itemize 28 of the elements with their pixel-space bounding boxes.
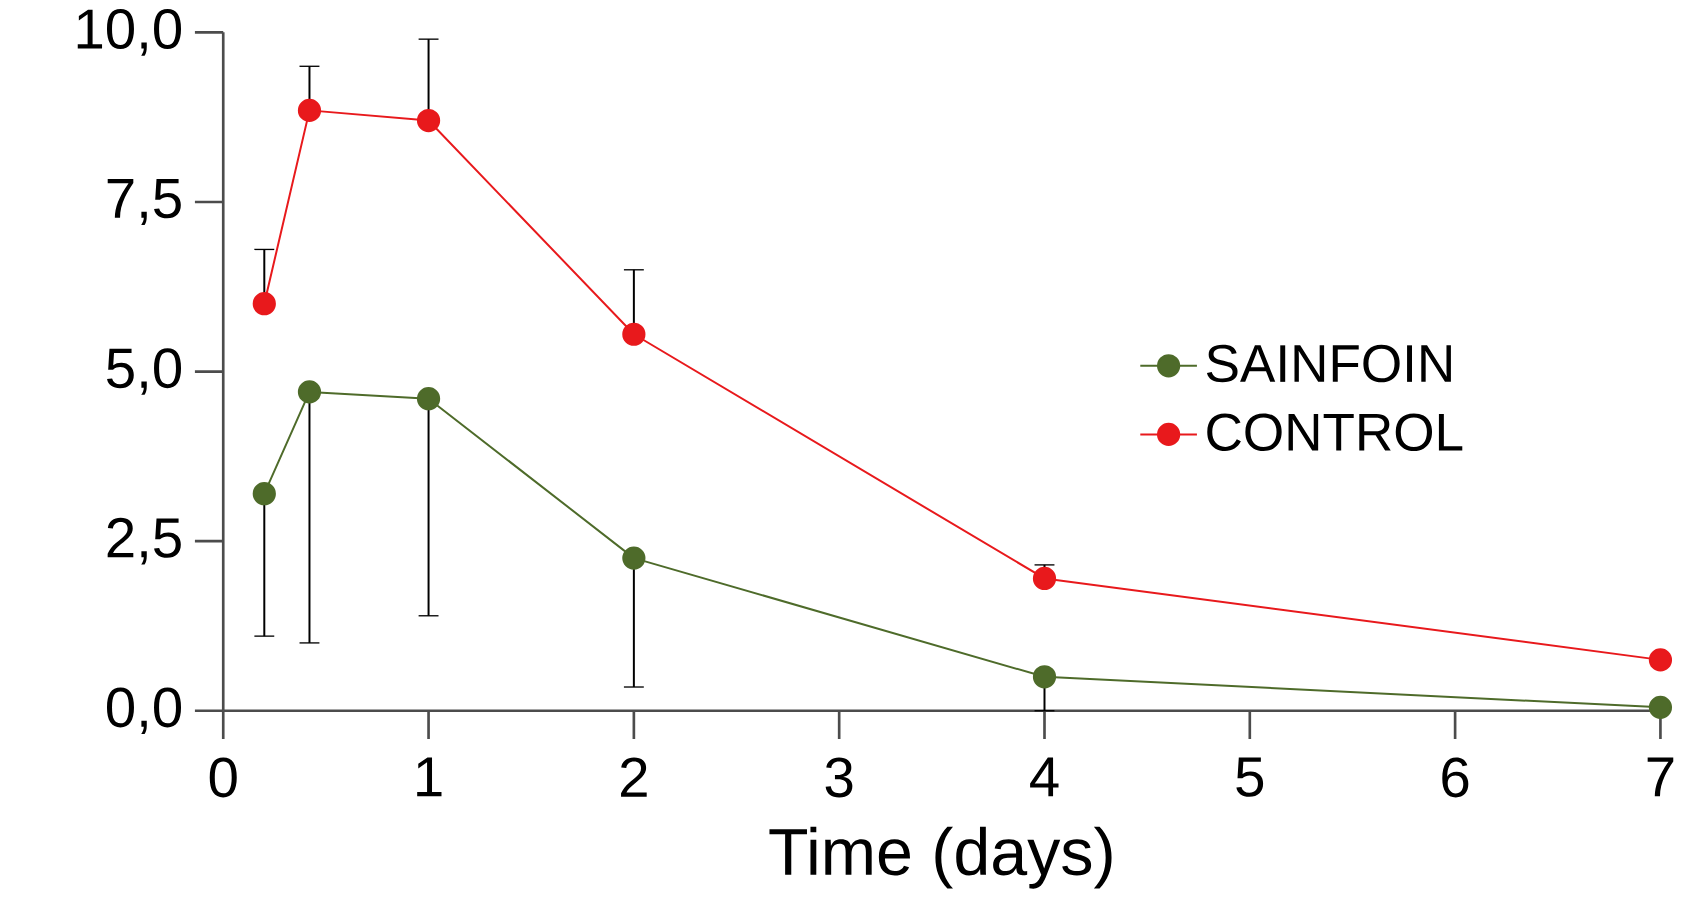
point [622, 322, 646, 346]
y-tick-label: 10,0 [77, 9, 182, 56]
y-tick-label: 2,5 [107, 517, 181, 565]
x-tick-label: 3 [825, 757, 853, 798]
point [1032, 665, 1057, 689]
x-tick-label: 5 [1236, 757, 1264, 797]
y-tick-label: 7,5 [107, 178, 181, 225]
legend-label: CONTROL [1207, 413, 1463, 451]
legend-label: SAINFOIN [1206, 344, 1451, 383]
point [1032, 566, 1057, 591]
y-tick-label: 5,0 [107, 348, 182, 395]
x-tick-label: 7 [1647, 757, 1674, 797]
point [297, 98, 322, 122]
x-tick-label: 1 [417, 757, 442, 797]
x-tick-label: 0 [209, 757, 237, 798]
x-tick-label: 4 [1030, 757, 1059, 797]
point [1648, 695, 1673, 719]
x-tick-label: 6 [1442, 757, 1469, 798]
point [416, 108, 441, 133]
point [252, 292, 276, 316]
point [416, 387, 441, 411]
point [1648, 648, 1673, 672]
point [252, 482, 276, 506]
point [622, 546, 646, 570]
point [297, 380, 322, 404]
x-axis-title: Time (days) [769, 826, 1112, 889]
y-tick-label: 0,0 [106, 687, 182, 735]
x-tick-label: 2 [621, 757, 647, 797]
